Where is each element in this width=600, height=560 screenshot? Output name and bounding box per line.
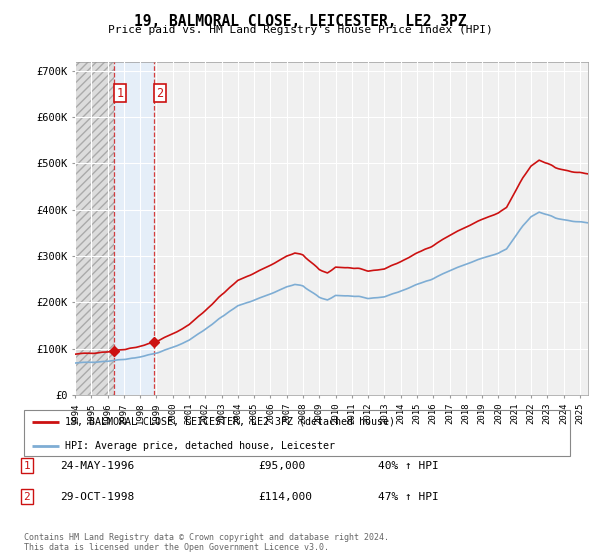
Text: £114,000: £114,000 [258,492,312,502]
Text: HPI: Average price, detached house, Leicester: HPI: Average price, detached house, Leic… [65,441,335,451]
Text: 1: 1 [116,87,124,100]
Text: 2: 2 [23,492,31,502]
Text: 1: 1 [23,461,31,471]
Text: 2: 2 [156,87,163,100]
Text: Contains HM Land Registry data © Crown copyright and database right 2024.: Contains HM Land Registry data © Crown c… [24,533,389,542]
Text: 19, BALMORAL CLOSE, LEICESTER, LE2 3PZ (detached house): 19, BALMORAL CLOSE, LEICESTER, LE2 3PZ (… [65,417,395,427]
Text: This data is licensed under the Open Government Licence v3.0.: This data is licensed under the Open Gov… [24,543,329,552]
Bar [75,62,114,395]
Text: Price paid vs. HM Land Registry's House Price Index (HPI): Price paid vs. HM Land Registry's House … [107,25,493,35]
Text: £95,000: £95,000 [258,461,305,471]
Text: 40% ↑ HPI: 40% ↑ HPI [378,461,439,471]
Text: 24-MAY-1996: 24-MAY-1996 [60,461,134,471]
Text: 47% ↑ HPI: 47% ↑ HPI [378,492,439,502]
Text: 19, BALMORAL CLOSE, LEICESTER, LE2 3PZ: 19, BALMORAL CLOSE, LEICESTER, LE2 3PZ [134,14,466,29]
Text: 29-OCT-1998: 29-OCT-1998 [60,492,134,502]
Bar [114,62,154,395]
